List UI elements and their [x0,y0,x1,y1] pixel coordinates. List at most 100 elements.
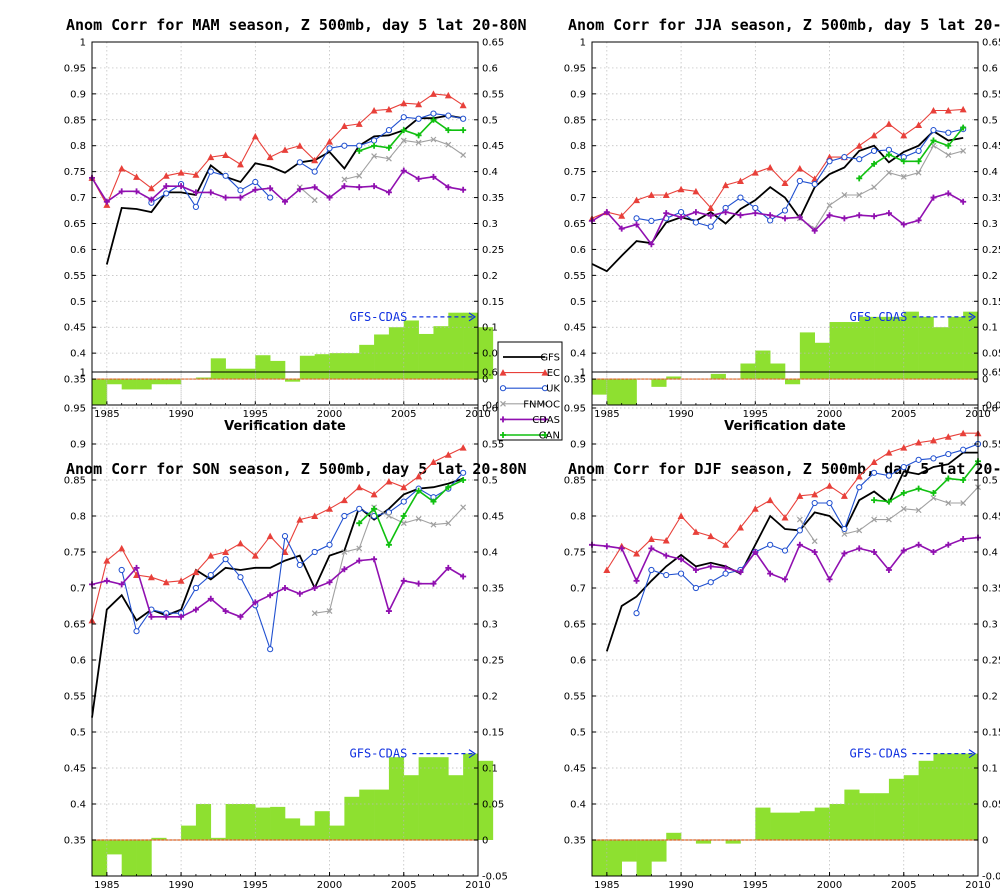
diff-bar [151,379,167,385]
grid [92,372,478,876]
diff-bar [210,837,226,840]
fnmoc-point [960,147,967,154]
cdas-line [91,558,464,618]
uk-line [121,472,464,650]
diff-bar [299,825,315,840]
ec-line [606,432,978,571]
cdas-point [267,185,274,192]
y2-tick-label: 0.45 [482,512,504,523]
y-tick-label: 0.55 [564,692,586,703]
series-cdas [89,167,467,205]
diff-bar [799,811,815,840]
can-point [900,158,907,165]
diff-bar [844,322,860,380]
can-point [385,144,392,151]
uk-point [737,194,744,201]
diff-bar [418,333,434,380]
diff-bar [814,342,830,380]
cdas-point [930,549,937,555]
can-point [960,477,967,483]
ec-point [326,505,334,512]
x-axis-label: Verification date [724,419,846,434]
cdas-point [311,585,318,591]
fnmoc-point [915,169,922,176]
chart-title: Anom Corr for JJA season, Z 500mb, day 5… [568,16,1000,34]
x-tick-label: 2005 [891,409,916,420]
uk-point [945,129,952,136]
y2-tick-label: 0.65 [482,38,504,49]
uk-point [541,385,549,392]
ec-point [736,524,744,531]
can-point [460,127,467,134]
y-tick-label: 0.4 [70,800,86,811]
y-tick-label: 0.9 [570,89,586,100]
ec-point [707,532,715,540]
ec-point [459,101,467,109]
uk-point [311,168,318,175]
ec-point [766,496,774,504]
cdas-point [148,613,155,620]
y-tick-label: 0.85 [564,476,586,487]
ec-point [662,191,670,198]
fnmoc-point [856,527,863,534]
y-tick-label: 0.35 [564,836,586,847]
diff-bar [903,311,919,380]
can-point [915,485,922,492]
y-tick-label: 0.45 [564,764,586,775]
cdas-point [603,209,610,216]
diff-bar [785,812,801,840]
y2-tick-label: 0.45 [982,512,1000,523]
series-can [871,458,981,505]
uk-point [767,541,774,548]
diff-bar [918,760,934,840]
y2-tick-label: 0.2 [482,271,498,282]
y-tick-label: 0.4 [70,349,86,360]
y-tick-label: 0.75 [64,548,86,559]
series-ec [603,429,982,573]
diff-bar [92,840,108,876]
can-point [430,116,437,123]
fnmoc-point [871,516,878,523]
y2-tick-label: 0.6 [982,404,998,415]
x-tick-label: 2010 [965,880,990,888]
can-point [915,158,922,165]
y-tick-label: 0.6 [570,656,586,667]
series-gfs [91,477,464,718]
diff-label: GFS-CDAS [850,747,908,761]
cdas-point [915,541,922,548]
legend-label-ec: EC [547,368,560,379]
cdas-point [207,595,214,602]
uk-point [960,446,967,453]
ec-point [429,90,437,97]
y2-tick-label: 0.1 [982,323,998,334]
diff-bar [888,316,905,380]
series-cdas [89,556,467,620]
can-point [356,147,363,154]
y-tick-label: 0.8 [70,141,86,152]
diff-bar [374,334,390,380]
diff-bar [621,840,637,862]
can-point [900,489,907,496]
y-tick-label: 0.6 [70,245,86,256]
diff-bar [785,379,801,385]
diff-bar [903,775,919,840]
y-tick-label: 0.95 [564,404,586,415]
ec-point [633,549,641,557]
ec-point [400,483,408,491]
cdas-point [811,549,818,555]
y-tick-label: 0.65 [564,620,586,631]
can-point [871,497,878,504]
series-ec [88,444,467,624]
y-tick-label: 1 [580,368,586,379]
cdas-point [430,580,437,587]
uk-point [856,484,863,491]
diff-bar [195,804,212,840]
cdas-point [542,416,548,423]
y-tick-label: 0.8 [570,512,586,523]
ec-point [722,181,730,189]
y-tick-label: 0.8 [570,141,586,152]
cdas-point [960,198,967,205]
fnmoc-point [841,192,848,198]
ec-point [296,142,304,149]
uk-point [663,571,670,579]
